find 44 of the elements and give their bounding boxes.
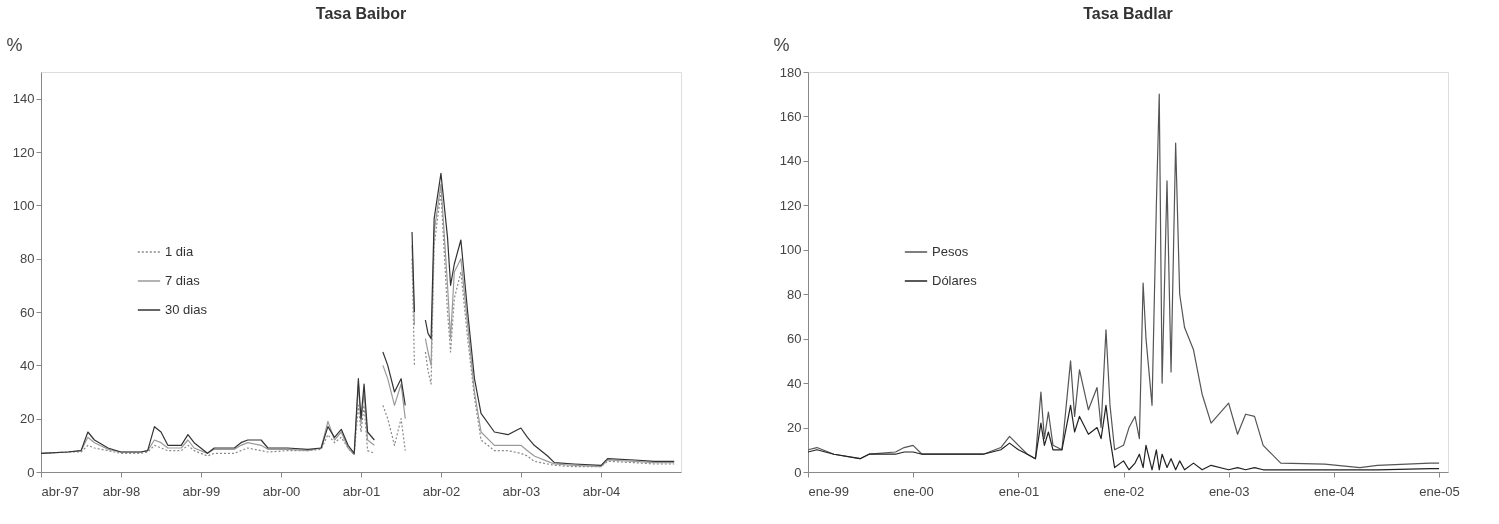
legend-label: Dólares	[932, 273, 978, 288]
y-tick-label: 60	[20, 304, 35, 320]
x-tick-label: ene-99	[808, 483, 849, 499]
x-tick-label: abr-04	[582, 483, 621, 499]
y-tick-label: 100	[12, 197, 35, 213]
y-tick-label: 120	[12, 144, 35, 160]
line-series	[808, 404, 1440, 471]
y-tick-label: 20	[787, 420, 802, 436]
y-axis-title: %	[773, 34, 790, 55]
y-tick-label: 40	[20, 357, 35, 373]
x-tick-label: abr-00	[262, 483, 301, 499]
y-tick-label: 40	[787, 375, 802, 391]
legend-label: 1 dia	[165, 244, 194, 259]
x-tick-label: ene-01	[998, 483, 1040, 499]
x-tick-label: ene-03	[1208, 483, 1250, 499]
chart-title: Tasa Badlar	[1083, 5, 1173, 22]
y-tick-label: 180	[779, 64, 802, 80]
x-tick-label: abr-02	[422, 483, 461, 499]
y-tick-label: 80	[20, 251, 35, 267]
line-series	[808, 93, 1440, 469]
y-tick-label: 80	[787, 286, 802, 302]
x-tick-label: ene-04	[1313, 483, 1355, 499]
y-tick-label: 140	[12, 91, 35, 107]
y-tick-label: 20	[20, 411, 35, 427]
y-tick-label: 120	[779, 197, 802, 213]
x-tick-label: abr-99	[182, 483, 221, 499]
y-tick-label: 100	[779, 242, 802, 258]
x-tick-label: ene-02	[1103, 483, 1145, 499]
legend-label: 7 dias	[165, 273, 201, 288]
y-tick-label: 0	[27, 464, 35, 480]
y-tick-label: 60	[787, 331, 802, 347]
x-tick-label: ene-05	[1419, 483, 1460, 499]
x-tick-label: abr-98	[102, 483, 141, 499]
legend-label: 30 dias	[165, 302, 208, 317]
x-tick-label: abr-03	[502, 483, 541, 499]
x-tick-label: abr-97	[41, 483, 80, 499]
x-tick-label: ene-00	[893, 483, 934, 499]
y-tick-label: 140	[779, 153, 802, 169]
legend-label: Pesos	[932, 244, 969, 259]
y-tick-label: 0	[794, 464, 802, 480]
y-tick-label: 160	[779, 108, 802, 124]
y-axis-title: %	[6, 34, 23, 55]
chart-title: Tasa Baibor	[315, 5, 407, 22]
x-tick-label: abr-01	[342, 483, 381, 499]
